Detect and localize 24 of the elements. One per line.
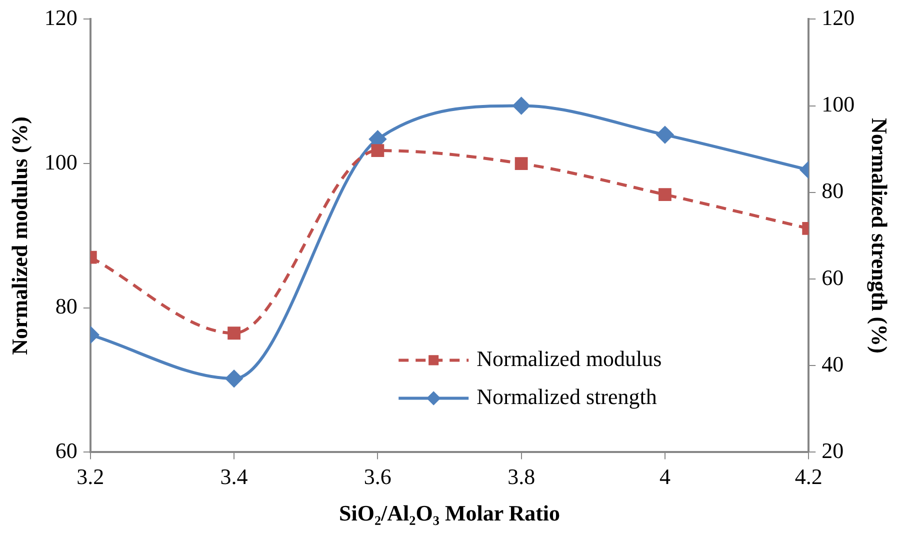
point — [512, 97, 530, 114]
point — [371, 144, 384, 157]
x-tick-label: 3.4 — [220, 464, 248, 490]
legend-label: Normalized strength — [476, 384, 657, 409]
point — [514, 157, 528, 170]
y-tick-label: 100 — [44, 149, 78, 174]
y-tick-label: 120 — [44, 4, 78, 30]
y2-tick-label: 60 — [822, 264, 844, 290]
y2-tick-label: 80 — [822, 178, 844, 204]
y2-tick-label: 20 — [822, 438, 844, 463]
y2-axis-title: Normalized strength (%) — [867, 118, 892, 354]
x-tick-label: 3.6 — [364, 464, 392, 490]
x-tick-label: 4 — [659, 464, 670, 490]
x-axis-title: SiO₂/Al₂O₃ Molar Ratio — [338, 500, 560, 526]
y2-tick-label: 120 — [822, 4, 855, 30]
y2-tick-label: 100 — [822, 92, 855, 117]
legend-label: Normalized modulus — [476, 346, 662, 371]
x-tick-label: 4.2 — [794, 464, 822, 490]
y-tick-label: 60 — [55, 438, 78, 463]
x-tick-label: 3.2 — [76, 464, 104, 490]
x-tick-label: 3.8 — [508, 464, 536, 490]
y-tick-label: 80 — [55, 294, 78, 319]
y-axis-title: Normalized modulus (%) — [6, 116, 32, 355]
y2-tick-label: 40 — [822, 351, 844, 376]
